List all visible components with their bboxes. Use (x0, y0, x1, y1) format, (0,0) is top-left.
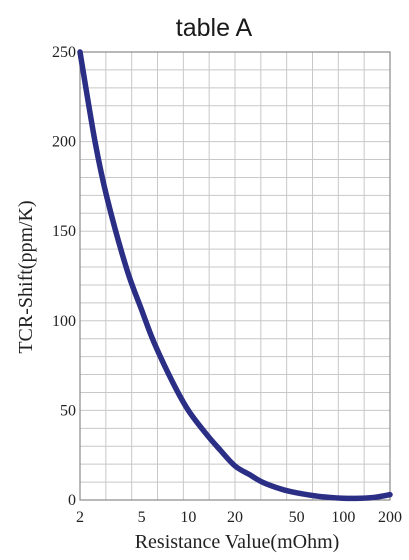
plot-border (79, 51, 391, 501)
grid (80, 52, 390, 500)
y-tick-label: 50 (60, 402, 76, 419)
x-tick-label: 100 (331, 509, 355, 526)
plot-frame (79, 51, 391, 501)
series-layer (77, 49, 393, 502)
x-axis-label: Resistance Value(mOhm) (135, 531, 340, 553)
y-tick-label: 100 (52, 313, 76, 330)
x-tick-label: 2 (76, 509, 84, 526)
y-axis-label: TCR-Shift(ppm/K) (15, 200, 37, 353)
x-tick-labels: 2 5 10 20 50 100 200 (76, 509, 402, 526)
x-tick-label: 20 (227, 509, 243, 526)
y-tick-label: 150 (52, 223, 76, 240)
chart-title: table A (176, 14, 253, 42)
x-tick-label: 200 (378, 509, 402, 526)
y-tick-label: 250 (52, 44, 76, 61)
y-tick-label: 200 (52, 134, 76, 151)
x-tick-label: 10 (180, 509, 196, 526)
series-line (77, 49, 393, 502)
y-tick-label: 0 (68, 492, 76, 509)
x-tick-label: 5 (138, 509, 146, 526)
y-tick-labels: 0 50 100 150 200 250 (52, 44, 76, 509)
x-tick-label: 50 (289, 509, 305, 526)
